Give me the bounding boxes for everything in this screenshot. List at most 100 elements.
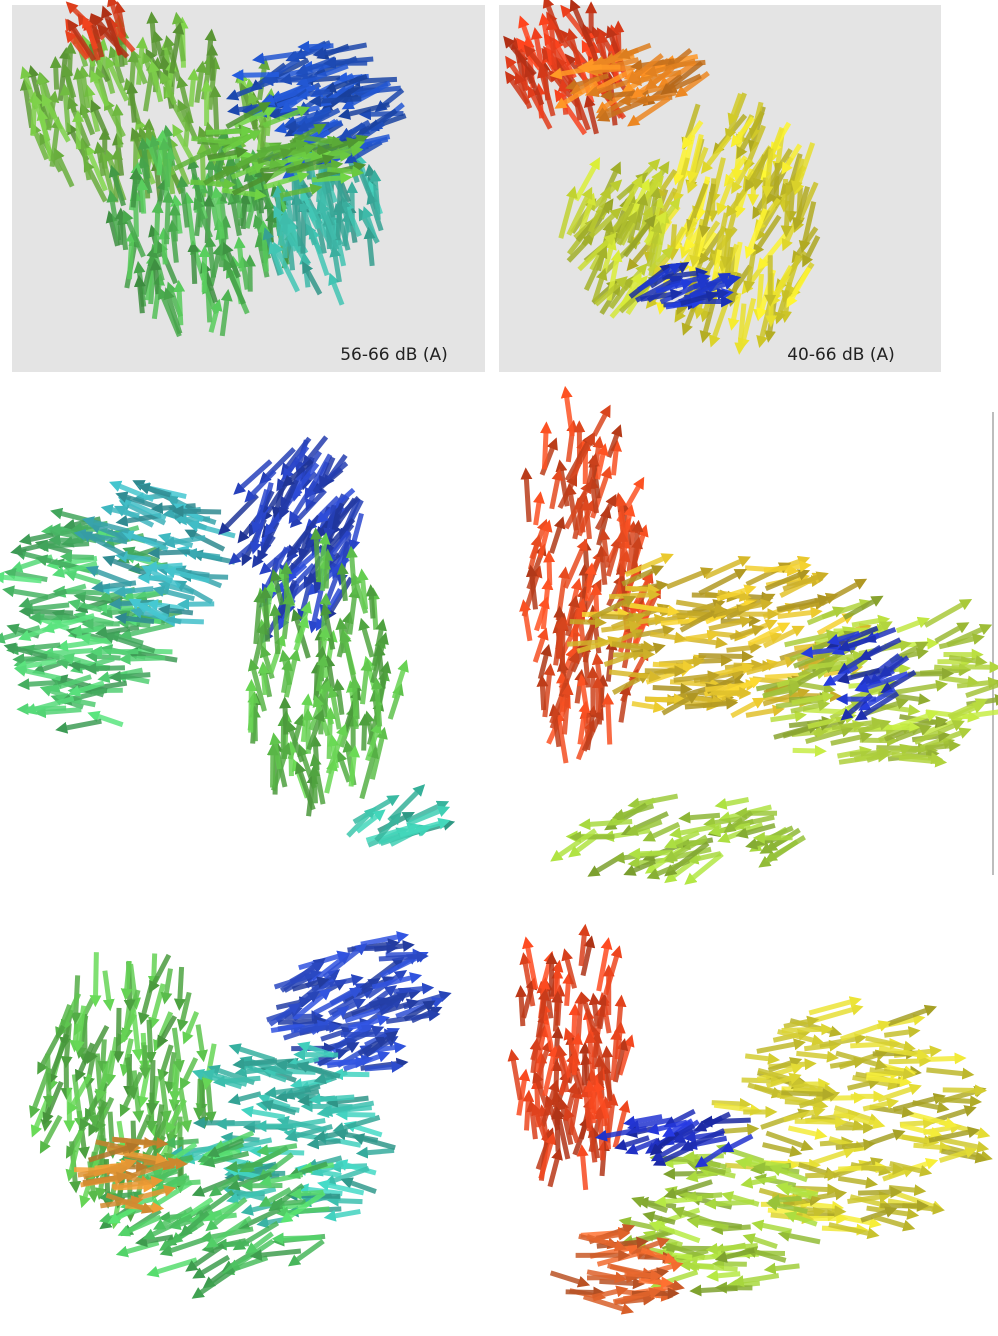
arrow: [65, 93, 68, 132]
arrow: [12, 591, 48, 597]
arrow: [678, 825, 721, 833]
arrow: [582, 1154, 585, 1190]
arrow: [142, 1069, 148, 1099]
arrow: [555, 1069, 556, 1107]
arrow: [95, 656, 121, 658]
arrow: [533, 1047, 536, 1073]
arrow: [577, 678, 580, 703]
arrow: [208, 1083, 211, 1114]
arrow: [365, 1067, 394, 1069]
arrow: [365, 1150, 394, 1152]
arrow: [139, 46, 143, 85]
arrow: [281, 1237, 321, 1238]
arrow: [757, 1044, 797, 1052]
arrow: [164, 147, 167, 187]
arrow: [285, 706, 286, 735]
arrow: [338, 210, 340, 240]
arrow: [703, 1145, 730, 1162]
arrow: [266, 1218, 291, 1223]
arrow: [353, 1126, 382, 1135]
arrow: [782, 1029, 824, 1030]
arrow: [152, 1060, 153, 1106]
panel-label: 40-66 dB (A): [787, 345, 895, 365]
arrow: [336, 1201, 362, 1202]
arrow: [526, 1099, 528, 1130]
arrow: [778, 612, 813, 616]
arrow: [242, 1061, 277, 1064]
arrow: [199, 1079, 200, 1110]
arrow: [379, 653, 383, 688]
arrow: [538, 998, 544, 1038]
arrow: [587, 572, 591, 601]
arrow: [551, 525, 560, 553]
arrow: [159, 139, 162, 175]
arrow: [193, 250, 194, 284]
arrow: [202, 152, 203, 197]
arrow: [364, 723, 365, 750]
arrow: [167, 610, 193, 613]
arrow: [394, 988, 425, 991]
arrow: [324, 949, 360, 977]
arrow: [316, 1141, 340, 1144]
arrow: [869, 1134, 897, 1143]
arrow: [180, 967, 182, 1001]
arrow: [362, 578, 365, 609]
arrow: [206, 131, 244, 132]
arrow: [362, 669, 366, 705]
arrow: [848, 1083, 872, 1089]
arrow: [240, 246, 242, 272]
arrow: [94, 668, 125, 669]
arrow: [926, 1070, 964, 1074]
arrow: [594, 413, 606, 435]
arrow: [600, 1003, 604, 1029]
arrow: [852, 620, 881, 625]
arrow: [805, 1175, 830, 1176]
arrow: [567, 982, 569, 1006]
arrow: [698, 660, 724, 661]
arrow: [191, 78, 194, 107]
arrow: [28, 612, 73, 613]
arrow: [187, 1012, 197, 1036]
arrow: [128, 658, 165, 659]
arrow: [763, 1145, 793, 1152]
arrow: [723, 1129, 750, 1131]
arrow: [525, 609, 530, 641]
arrow: [318, 1097, 354, 1100]
arrow: [729, 1136, 752, 1148]
arrow: [558, 576, 564, 620]
arrow: [316, 537, 318, 582]
arrow: [897, 622, 921, 631]
arrow: [552, 478, 558, 509]
arrow: [621, 692, 626, 722]
arrow: [574, 1013, 575, 1042]
arrow: [345, 640, 355, 684]
arrow: [555, 1000, 557, 1031]
arrow: [184, 1058, 196, 1082]
figure: 56-66 dB (A) 40-66 dB (A): [0, 0, 998, 1336]
arrow: [118, 1008, 119, 1054]
arrow: [105, 608, 133, 609]
arrow: [545, 673, 550, 717]
arrow: [194, 554, 220, 557]
arrow: [714, 1105, 753, 1110]
arrow: [599, 1281, 635, 1283]
arrow: [345, 1114, 375, 1115]
arrow: [612, 644, 646, 647]
arrow: [69, 51, 70, 76]
arrow: [265, 596, 267, 642]
arrow: [727, 647, 753, 650]
arrow: [791, 183, 793, 214]
arrow: [22, 658, 60, 659]
arrow: [901, 749, 928, 751]
arrow: [761, 1225, 792, 1231]
arrow: [676, 602, 717, 609]
arrow: [326, 612, 333, 649]
arrow: [56, 66, 57, 90]
arrow: [850, 752, 882, 754]
arrow: [326, 558, 327, 588]
arrow: [241, 74, 279, 75]
arrow: [526, 477, 529, 522]
arrow: [935, 1099, 972, 1101]
arrow: [27, 682, 58, 684]
arrow: [263, 126, 265, 150]
